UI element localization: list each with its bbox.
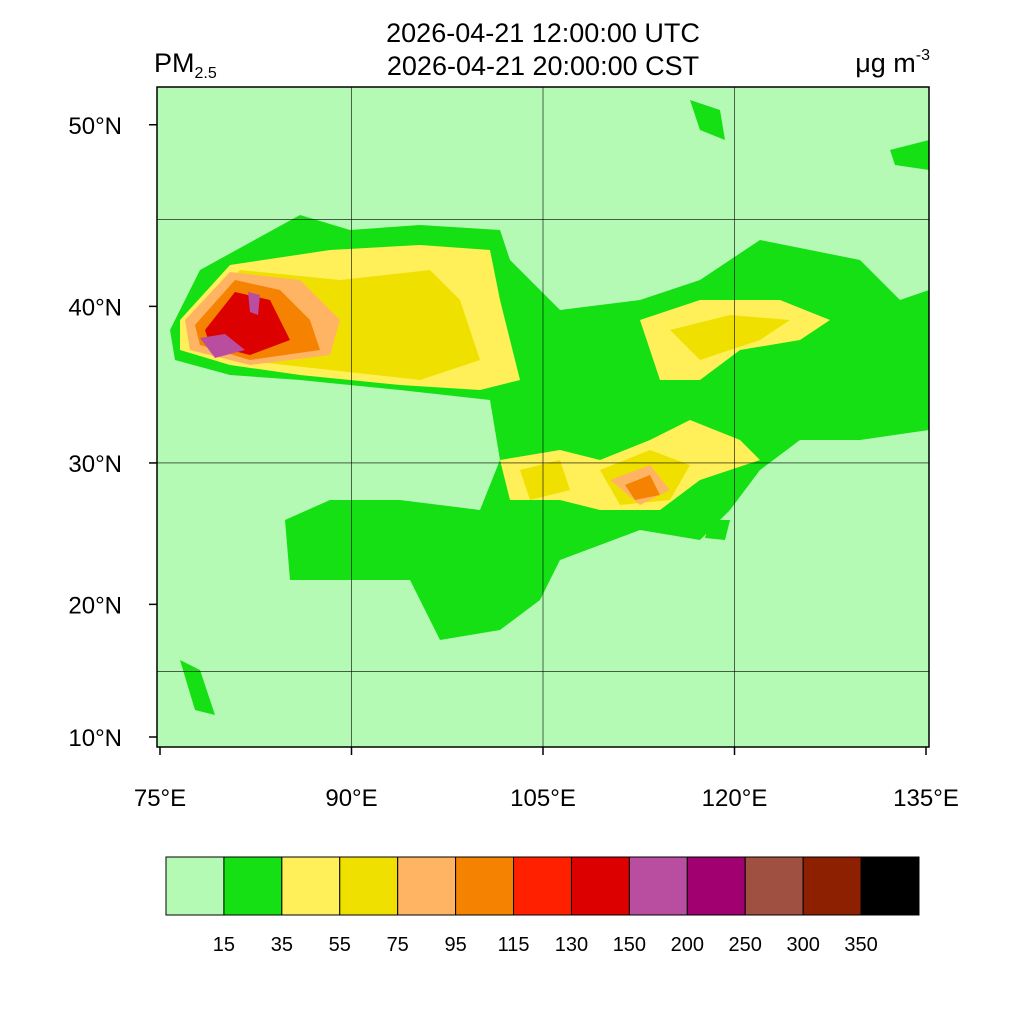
colorbar-label: 350 [844,934,877,956]
axes: 50°N 40°N 30°N 20°N 10°N 75°E 90°E 105°E 120°E 13… [68,113,958,812]
colorbar-box [165,856,225,916]
x-tick-label: 105°E [510,785,576,812]
y-tick-label: 10°N [68,725,122,752]
colorbar-box [860,856,920,916]
colorbar-label: 95 [444,934,466,956]
title-line: 2026-04-21 12:00:00 UTC [386,18,700,48]
colorbar-label: 115 [498,934,530,956]
variable: PM [154,48,195,78]
variable-subscript: 2.5 [195,65,217,82]
colorbar-label: 300 [786,934,819,956]
y-tick-label: 50°N [68,113,122,140]
colorbar-box [570,856,630,916]
colorbar-label: 55 [329,934,351,956]
colorbar-box [397,856,457,916]
y-tick-label: 40°N [68,294,122,321]
colorbar-label: 35 [271,934,293,956]
colorbar-box [339,856,399,916]
colorbar-box [281,856,341,916]
colorbar-label: 75 [387,934,409,956]
colorbar-label: 250 [729,934,762,956]
colorbar-box [686,856,746,916]
graticule [157,87,929,747]
colorbar: 15 35 55 75 95 115 130 150 200 250 300 350 [165,856,920,956]
variable-label: PM2.5 [154,48,217,82]
concentration-field [170,100,929,715]
unit-superscript: -3 [916,47,930,64]
x-tick-label: 75°E [134,785,186,812]
colorbar-box [744,856,804,916]
unit: μg m [855,48,916,78]
colorbar-box [802,856,862,916]
y-tick-label: 20°N [68,592,122,619]
colorbar-box [223,856,283,916]
field-95-115 [195,280,660,500]
y-tick-label: 30°N [68,451,122,478]
field-150-200 [200,292,260,358]
map-area [157,87,929,747]
colorbar-box [628,856,688,916]
colorbar-box [513,856,572,916]
title-line: 2026-04-21 20:00:00 CST [387,51,699,81]
x-tick-label: 90°E [325,785,377,812]
colorbar-label: 130 [555,934,588,956]
colorbar-label: 15 [213,934,235,956]
colorbar-label: 200 [671,934,704,956]
header: 2026-04-21 12:00:00 UTC 2026-04-21 20:00… [154,18,930,82]
colorbar-label: 150 [613,934,646,956]
field-55-75 [200,270,790,505]
x-tick-label: 135°E [893,785,959,812]
unit-label: μg m-3 [855,47,930,78]
colorbar-box [455,856,515,916]
x-tick-label: 120°E [702,785,768,812]
